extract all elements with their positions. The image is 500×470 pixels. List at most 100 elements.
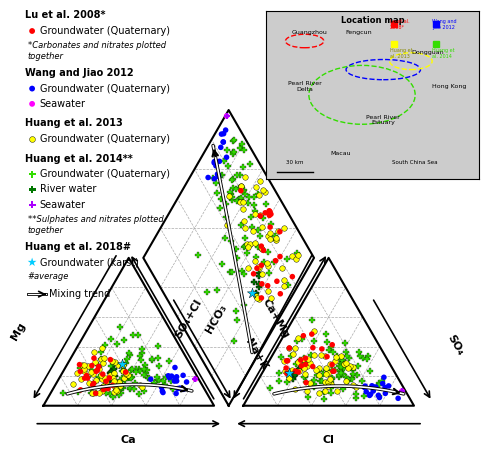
Point bbox=[261, 209, 269, 217]
Point bbox=[321, 378, 329, 386]
Point bbox=[212, 162, 220, 170]
Point bbox=[140, 365, 148, 372]
Point bbox=[28, 186, 36, 193]
Point bbox=[300, 373, 308, 381]
Point bbox=[90, 349, 98, 356]
Point bbox=[358, 377, 366, 384]
Point bbox=[248, 290, 256, 297]
Point bbox=[129, 331, 137, 338]
Point bbox=[80, 365, 88, 372]
Point bbox=[272, 236, 280, 244]
Point bbox=[192, 376, 200, 383]
Point bbox=[119, 361, 127, 368]
Point bbox=[284, 357, 292, 365]
Point bbox=[314, 371, 322, 378]
Point bbox=[256, 264, 264, 272]
Point bbox=[107, 368, 115, 376]
Point bbox=[238, 163, 246, 171]
Point bbox=[327, 380, 335, 387]
Point bbox=[102, 389, 110, 397]
Point bbox=[342, 373, 350, 380]
Text: together: together bbox=[28, 52, 64, 61]
Point bbox=[294, 334, 302, 342]
Point bbox=[320, 352, 328, 360]
Point bbox=[122, 369, 130, 377]
Point bbox=[336, 356, 344, 363]
Point bbox=[158, 387, 166, 395]
Point bbox=[92, 376, 100, 384]
Point bbox=[252, 290, 260, 297]
Point bbox=[260, 214, 268, 221]
Point bbox=[302, 354, 310, 362]
Point bbox=[258, 280, 266, 288]
Point bbox=[116, 384, 124, 392]
Point bbox=[328, 343, 336, 350]
Point bbox=[266, 384, 274, 392]
Text: Huang et al. 2018#: Huang et al. 2018# bbox=[26, 242, 132, 251]
Point bbox=[368, 382, 376, 390]
Point bbox=[76, 368, 84, 375]
Point bbox=[102, 341, 110, 348]
Point bbox=[322, 370, 330, 378]
Point bbox=[330, 368, 338, 375]
Point bbox=[226, 188, 234, 196]
Point bbox=[250, 201, 258, 209]
Point bbox=[240, 302, 248, 309]
Point bbox=[302, 358, 310, 366]
Point bbox=[113, 341, 121, 348]
Point bbox=[136, 352, 144, 360]
Point bbox=[217, 143, 225, 151]
Point bbox=[244, 199, 252, 206]
Point bbox=[114, 378, 122, 386]
Point bbox=[308, 316, 316, 323]
Point bbox=[328, 367, 336, 374]
Point bbox=[90, 380, 98, 387]
Point bbox=[310, 337, 318, 345]
Point bbox=[328, 341, 336, 349]
Point bbox=[264, 248, 272, 255]
Point bbox=[136, 368, 144, 375]
Point bbox=[220, 157, 228, 164]
Point bbox=[256, 244, 264, 252]
Point bbox=[243, 240, 251, 248]
Point bbox=[118, 367, 126, 375]
Point bbox=[118, 389, 126, 397]
Point bbox=[171, 376, 179, 384]
Point bbox=[302, 362, 310, 370]
Point bbox=[76, 375, 84, 383]
Point bbox=[238, 221, 246, 229]
Point bbox=[179, 372, 187, 379]
Point bbox=[294, 367, 302, 374]
Point bbox=[248, 223, 256, 231]
Point bbox=[304, 356, 312, 363]
Point bbox=[253, 295, 261, 302]
Point bbox=[260, 247, 268, 254]
Point bbox=[259, 186, 267, 193]
Point bbox=[292, 371, 300, 378]
Point bbox=[102, 374, 110, 382]
Point bbox=[236, 195, 244, 202]
Text: Seawater: Seawater bbox=[40, 200, 86, 210]
Point bbox=[322, 366, 330, 374]
Point bbox=[360, 384, 368, 392]
Point bbox=[148, 356, 156, 363]
Point bbox=[179, 385, 187, 393]
Point bbox=[310, 380, 318, 387]
Point bbox=[76, 364, 84, 372]
Point bbox=[102, 377, 110, 385]
Point bbox=[340, 360, 348, 368]
Point bbox=[118, 374, 126, 382]
Point bbox=[233, 197, 241, 204]
Point bbox=[280, 224, 288, 231]
Point bbox=[338, 369, 345, 376]
Point bbox=[338, 364, 346, 372]
Point bbox=[327, 384, 335, 392]
Point bbox=[312, 367, 320, 374]
Point bbox=[210, 175, 218, 182]
Point bbox=[244, 249, 252, 257]
Point bbox=[289, 373, 297, 380]
Point bbox=[266, 223, 274, 231]
Text: Groundwater (Quaternary): Groundwater (Quaternary) bbox=[40, 134, 170, 144]
Point bbox=[241, 224, 249, 232]
Point bbox=[132, 368, 140, 376]
